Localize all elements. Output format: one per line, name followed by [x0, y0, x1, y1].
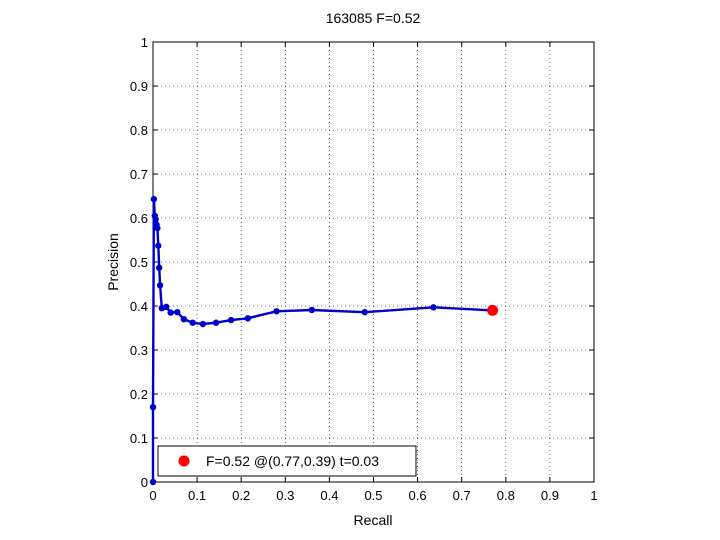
series-layer — [149, 195, 499, 486]
data-point — [189, 319, 196, 326]
data-point — [227, 316, 235, 324]
data-point — [156, 282, 164, 289]
x-tick-label: 0.7 — [453, 488, 471, 503]
y-tick-label: 0.5 — [130, 255, 148, 270]
y-tick-label: 0.3 — [130, 343, 148, 358]
x-tick-label: 0.9 — [541, 488, 559, 503]
data-point — [149, 478, 157, 486]
data-point — [174, 308, 181, 316]
legend: F=0.52 @(0.77,0.39) t=0.03 — [157, 445, 417, 477]
data-point — [430, 304, 437, 311]
data-point — [361, 308, 368, 316]
x-tick-label: 0.8 — [497, 488, 515, 503]
data-point — [199, 320, 207, 328]
chart-title: 163085 F=0.52 — [326, 10, 421, 26]
legend-box — [157, 445, 417, 477]
data-point — [152, 216, 159, 223]
data-point — [180, 316, 188, 323]
x-tick-label: 0 — [149, 488, 156, 503]
x-tick-label: 0.2 — [232, 488, 250, 503]
y-tick-label: 0.2 — [130, 387, 148, 402]
x-tick-label: 0.5 — [364, 488, 382, 503]
x-tick-label: 0.1 — [188, 488, 206, 503]
y-tick-label: 0.6 — [130, 211, 148, 226]
data-point — [150, 195, 158, 203]
y-tick-label: 1 — [141, 35, 148, 50]
series-line — [151, 197, 493, 482]
data-point — [167, 309, 174, 316]
data-point — [212, 319, 220, 326]
best-f-point — [487, 304, 499, 316]
axis-ticks: 0 0.1 0.2 0.3 0.4 0.5 0.6 0.7 0.8 0.9 1 0 0.1 0.2 0.3 0… — [130, 35, 598, 503]
data-point — [155, 242, 162, 249]
x-tick-label: 0.6 — [409, 488, 427, 503]
y-tick-label: 0.4 — [130, 299, 148, 314]
x-axis-title: Recall — [354, 512, 393, 528]
legend-label: F=0.52 @(0.77,0.39) t=0.03 — [206, 453, 379, 469]
x-tick-label: 0.3 — [276, 488, 294, 503]
y-tick-label: 0.1 — [130, 431, 148, 446]
y-tick-label: 0.7 — [130, 167, 148, 182]
y-tick-label: 0.8 — [130, 123, 148, 138]
data-point — [155, 264, 163, 271]
y-tick-label: 0.9 — [130, 79, 148, 94]
grid — [153, 42, 594, 482]
data-point — [244, 315, 252, 322]
legend-marker — [178, 455, 190, 467]
data-point — [149, 404, 157, 411]
data-point — [154, 224, 161, 232]
y-tick-label: 0 — [141, 475, 148, 490]
x-tick-label: 1 — [590, 488, 597, 503]
data-point — [273, 308, 280, 315]
data-point — [308, 306, 315, 314]
data-point — [163, 303, 170, 311]
y-axis-title: Precision — [105, 233, 121, 291]
x-tick-label: 0.4 — [320, 488, 338, 503]
